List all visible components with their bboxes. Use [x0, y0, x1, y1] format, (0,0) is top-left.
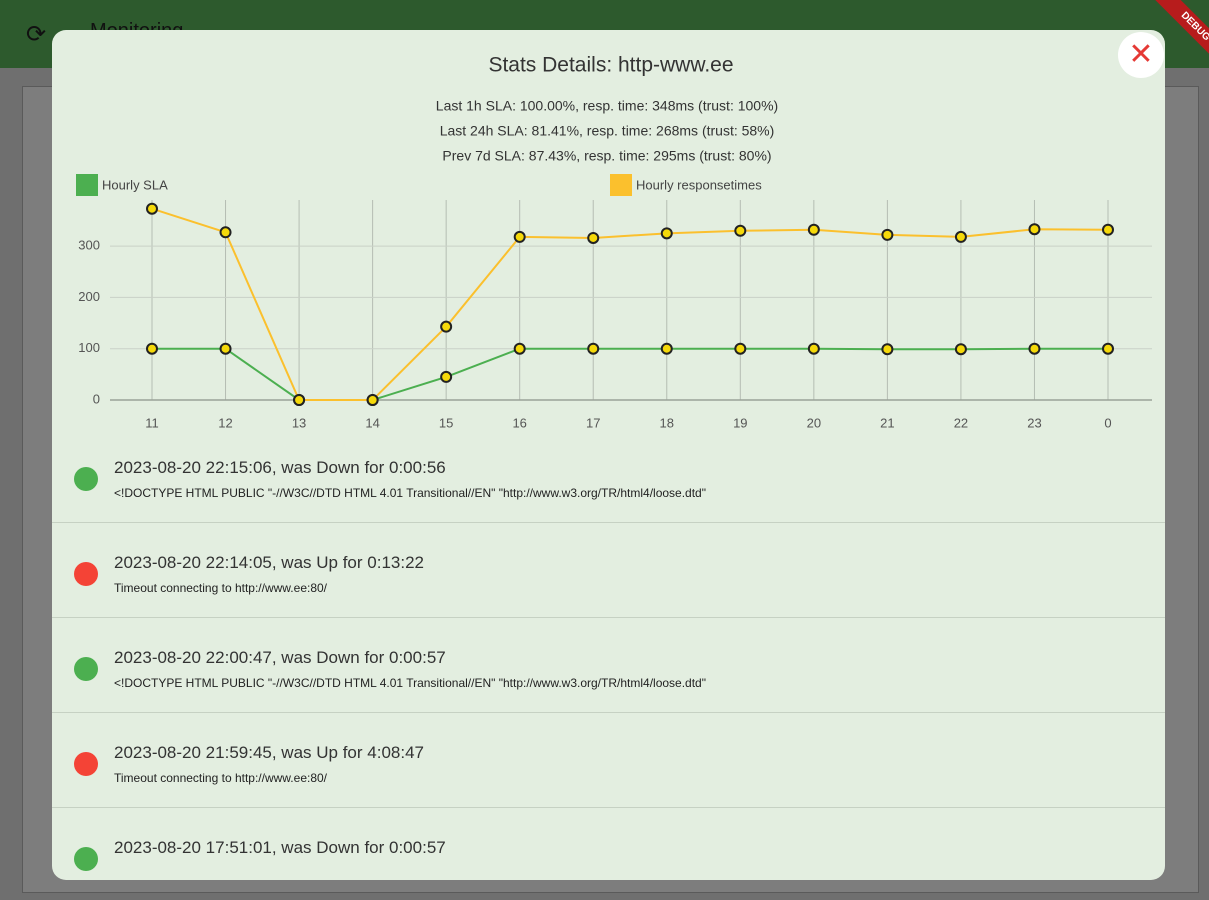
legend-swatch	[76, 174, 98, 196]
point	[513, 342, 526, 355]
point	[734, 224, 747, 237]
point	[146, 342, 158, 355]
refresh-icon[interactable]: ⟳	[26, 21, 47, 48]
x-tick-label: 21	[880, 415, 894, 430]
point	[881, 343, 894, 356]
event-title: 2023-08-20 21:59:45, was Up for 4:08:47	[114, 743, 424, 762]
x-tick-label: 19	[733, 415, 747, 430]
point	[954, 343, 967, 356]
point	[881, 228, 894, 241]
point	[660, 342, 673, 355]
x-tick-label: 23	[1027, 415, 1041, 430]
legend-label: Hourly SLA	[102, 177, 168, 192]
point	[587, 342, 600, 355]
x-tick-label: 11	[145, 415, 159, 430]
event-list: 2023-08-20 22:15:06, was Down for 0:00:5…	[52, 428, 1165, 880]
x-tick-label: 13	[292, 415, 306, 430]
point	[807, 223, 820, 236]
status-dot	[74, 847, 98, 871]
point	[587, 231, 600, 244]
point	[366, 394, 379, 406]
event-item[interactable]: 2023-08-20 22:00:47, was Down for 0:00:5…	[52, 618, 1165, 713]
event-title: 2023-08-20 22:15:06, was Down for 0:00:5…	[114, 458, 446, 477]
event-item[interactable]: 2023-08-20 21:59:45, was Up for 4:08:47 T…	[52, 713, 1165, 808]
point	[440, 320, 453, 333]
x-tick-label: 16	[512, 415, 526, 430]
point	[513, 230, 526, 243]
point	[1028, 223, 1041, 236]
x-tick-label: 0	[1104, 415, 1111, 430]
point	[734, 342, 747, 355]
event-title: 2023-08-20 22:14:05, was Up for 0:13:22	[114, 553, 424, 572]
point	[954, 230, 967, 243]
point	[1102, 342, 1114, 355]
event-title: 2023-08-20 17:51:01, was Down for 0:00:5…	[114, 838, 446, 857]
stat-line: Last 1h SLA: 100.00%, resp. time: 348ms …	[436, 98, 778, 114]
event-detail: Timeout connecting to http://www.ee:80/	[114, 771, 328, 785]
chart: Stats Details: http-www.ee Last 1h SLA: …	[76, 54, 1152, 430]
point	[1028, 342, 1041, 355]
y-tick-label: 300	[78, 238, 100, 253]
point	[219, 342, 232, 355]
event-detail: <!DOCTYPE HTML PUBLIC "-//W3C//DTD HTML …	[114, 676, 706, 690]
event-item[interactable]: 2023-08-20 22:14:05, was Up for 0:13:22 T…	[52, 523, 1165, 618]
status-dot	[74, 467, 98, 491]
point	[660, 227, 673, 240]
event-item[interactable]: 2023-08-20 22:15:06, was Down for 0:00:5…	[52, 428, 1165, 523]
status-dot	[74, 657, 98, 681]
y-tick-label: 200	[78, 289, 100, 304]
legend-label: Hourly responsetimes	[636, 177, 762, 192]
dialog-title: Stats Details: http-www.ee	[488, 54, 733, 77]
point	[219, 226, 232, 239]
x-tick-label: 17	[586, 415, 600, 430]
close-button[interactable]: ✕	[1118, 32, 1164, 78]
event-title: 2023-08-20 22:00:47, was Down for 0:00:5…	[114, 648, 446, 667]
x-tick-label: 15	[439, 415, 453, 430]
event-detail: <!DOCTYPE HTML PUBLIC "-//W3C//DTD HTML …	[114, 486, 706, 500]
event-detail: Timeout connecting to http://www.ee:80/	[114, 581, 328, 595]
point	[1102, 223, 1114, 236]
x-tick-label: 14	[365, 415, 379, 430]
stat-line: Last 24h SLA: 81.41%, resp. time: 268ms …	[440, 123, 775, 139]
point	[440, 370, 453, 383]
legend-swatch	[610, 174, 632, 196]
x-tick-label: 12	[218, 415, 232, 430]
point	[293, 394, 306, 406]
dialog	[52, 30, 1165, 880]
status-dot	[74, 752, 98, 776]
event-item[interactable]: 2023-08-20 17:51:01, was Down for 0:00:5…	[52, 808, 1165, 880]
x-tick-label: 20	[807, 415, 821, 430]
status-dot	[74, 562, 98, 586]
x-tick-label: 18	[660, 415, 674, 430]
point	[807, 342, 820, 355]
x-tick-label: 22	[954, 415, 968, 430]
stat-line: Prev 7d SLA: 87.43%, resp. time: 295ms (…	[442, 148, 771, 164]
series-line	[151, 207, 1109, 401]
y-tick-label: 100	[78, 340, 100, 355]
point	[146, 202, 158, 215]
y-tick-label: 0	[93, 391, 100, 406]
